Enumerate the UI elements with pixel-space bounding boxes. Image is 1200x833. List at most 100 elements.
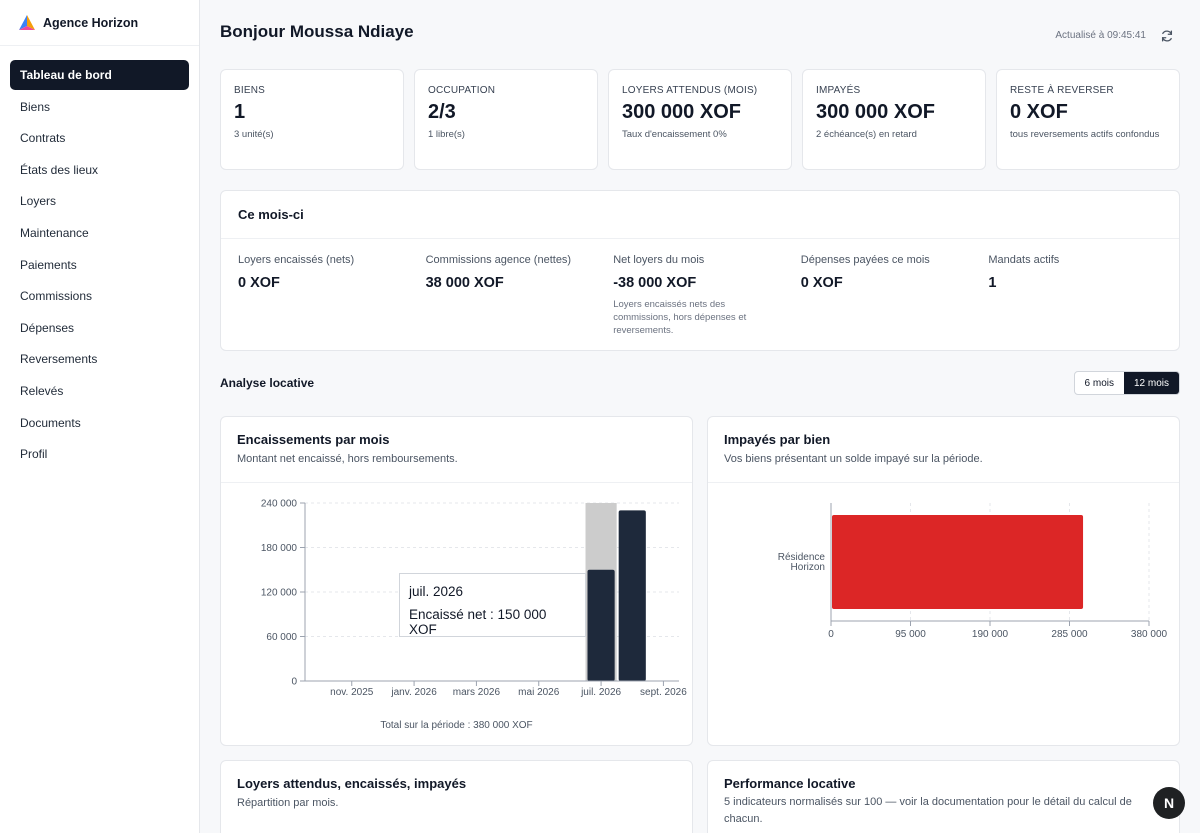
month-summary-card: Ce mois-ci Loyers encaissés (nets) 0 XOF C… [220,190,1180,351]
kpi-label: BIENS [234,85,266,96]
month-stat: Net loyers du mois -38 000 XOF Loyers enca… [613,254,773,337]
loyers-chart-card: Loyers attendus, encaissés, impayés Répa… [220,760,693,833]
analysis-title: Analyse locative [220,376,315,390]
month-stat-value: 1 [988,275,997,291]
y-tick-label: 60 000 [266,632,297,643]
sidebar-item-tableau-de-bord[interactable]: Tableau de bord [10,60,189,90]
month-stat: Mandats actifs 1 [988,254,1059,291]
dev-tools-button[interactable]: N [1153,787,1185,819]
sidebar-item-maintenance[interactable]: Maintenance [20,225,89,240]
x-tick-label: sept. 2026 [640,687,687,698]
tooltip-value: Encaissé net : 150 000 XOF [409,607,547,637]
month-stat: Commissions agence (nettes) 38 000 XOF [426,254,572,291]
kpi-subtext: 3 unité(s) [234,129,274,140]
sidebar-item-commissions[interactable]: Commissions [20,289,93,304]
month-stat-value: 38 000 XOF [425,275,504,291]
month-stat: Dépenses payées ce mois 0 XOF [801,254,930,291]
x-tick-label: mars 2026 [453,687,501,698]
impayes-chart-card: Impayés par bien Vos biens présentant un… [707,416,1180,746]
sidebar-item-contrats[interactable]: Contrats [20,131,66,146]
y-tick-label: 120 000 [261,588,298,599]
month-stat-note: Loyers encaissés nets des commissions, h… [613,299,747,336]
brand-name: Agence Horizon [43,15,139,30]
kpi-value: 0 XOF [1010,101,1068,123]
sidebar-item-paiements[interactable]: Paiements [20,257,77,272]
sidebar: Agence Horizon Tableau de bord Biens Contr… [0,0,200,833]
sidebar-item-depenses[interactable]: Dépenses [20,320,75,335]
performance-chart-subtitle: 5 indicateurs normalisés sur 100 — voir … [724,796,1132,825]
kpi-value: 300 000 XOF [622,101,741,123]
page-title: Bonjour Moussa Ndiaye [220,22,414,41]
kpi-label: IMPAYÉS [816,85,861,96]
kpi-value: 1 [234,101,246,123]
kpi-value: 300 000 XOF [816,101,935,123]
period-total: Total sur la période : 380 000 XOF [380,720,533,731]
month-stat: Loyers encaissés (nets) 0 XOF [238,254,354,291]
kpi-label: LOYERS ATTENDUS (MOIS) [622,85,758,96]
refresh-icon[interactable] [1160,29,1174,43]
kpi-subtext: Taux d'encaissement 0% [622,129,727,140]
x-tick-label: nov. 2025 [330,687,374,698]
period-12-months-button[interactable]: 12 mois [1123,372,1179,394]
kpi-label: OCCUPATION [428,85,496,96]
impayes-chart-subtitle: Vos biens présentant un solde impayé sur… [724,453,983,465]
sidebar-item-reversements[interactable]: Reversements [20,352,98,367]
encaissements-chart-subtitle: Montant net encaissé, hors remboursement… [237,453,458,465]
kpi-card: BIENS 1 3 unité(s) [220,69,404,170]
encaissements-chart-title: Encaissements par mois [237,432,390,447]
month-stat-label: Dépenses payées ce mois [800,254,930,266]
sidebar-item-loyers[interactable]: Loyers [20,194,57,209]
encaissements-bar-chart[interactable]: 0 60 000 120 000 180 000 240 000 nov. 2025 jan… [221,483,692,745]
period-6-months-button[interactable]: 6 mois [1084,377,1114,389]
sidebar-item-profil[interactable]: Profil [20,447,48,462]
sidebar-item-etats-des-lieux[interactable]: États des lieux [20,162,99,177]
x-tick-label: 95 000 [895,629,926,640]
x-tick-label: 0 [828,629,834,640]
x-tick-label: janv. 2026 [390,687,437,698]
x-tick-label: 285 000 [1051,629,1088,640]
kpi-label: RESTE À REVERSER [1010,85,1114,96]
impayes-bar-chart[interactable]: 0 95 000 190 000 285 000 380 000 RésidenceHor… [708,483,1179,745]
month-stat-value: 0 XOF [238,275,280,291]
bar[interactable] [587,569,615,681]
loyers-chart-title: Loyers attendus, encaissés, impayés [237,776,467,791]
kpi-subtext: 1 libre(s) [428,129,465,140]
kpi-card: OCCUPATION 2/3 1 libre(s) [414,69,598,170]
x-tick-label: juil. 2026 [580,687,621,698]
kpi-subtext: tous reversements actifs confondus [1010,129,1160,140]
month-stat-label: Loyers encaissés (nets) [238,254,355,266]
performance-chart-title: Performance locative [724,776,856,791]
kpi-card: LOYERS ATTENDUS (MOIS) 300 000 XOF Taux d'… [608,69,792,170]
encaissements-chart-card: Encaissements par mois Montant net encai… [220,416,693,746]
month-stat-label: Commissions agence (nettes) [425,254,572,266]
category-label: Résidence [778,552,826,563]
loyers-chart-subtitle: Répartition par mois. [237,797,339,809]
sidebar-item-releves[interactable]: Relevés [20,383,64,398]
kpi-card: RESTE À REVERSER 0 XOF tous reversements a… [996,69,1180,170]
brand[interactable]: Agence Horizon [0,0,199,46]
tooltip-title: juil. 2026 [409,584,464,599]
sidebar-item-documents[interactable]: Documents [20,415,81,430]
category-label: Horizon [791,562,825,573]
month-stat-value: 0 XOF [800,275,843,291]
kpi-value: 2/3 [428,101,456,123]
kpi-card: IMPAYÉS 300 000 XOF 2 échéance(s) en retar… [802,69,986,170]
x-tick-label: 380 000 [1131,629,1168,640]
performance-chart-card: Performance locative 5 indicateurs norma… [707,760,1180,833]
chart-tooltip: juil. 2026 Encaissé net : 150 000 XOF [399,573,586,637]
bar[interactable] [618,510,646,681]
month-stat-value: -38 000 XOF [613,275,697,291]
bar[interactable] [832,515,1084,609]
x-tick-label: mai 2026 [518,687,560,698]
month-summary-title: Ce mois-ci [221,191,1179,239]
kpi-subtext: 2 échéance(s) en retard [816,129,917,140]
sidebar-item-biens[interactable]: Biens [20,99,51,114]
last-updated-text: Actualisé à 09:45:41 [1055,30,1146,41]
y-tick-label: 0 [291,677,297,688]
y-tick-label: 180 000 [261,543,298,554]
horizon-logo-icon [19,14,35,30]
sidebar-nav: Tableau de bord Biens Contrats États des li… [0,46,199,485]
month-stat-label: Mandats actifs [988,254,1060,266]
y-tick-label: 240 000 [261,499,298,510]
month-stat-label: Net loyers du mois [613,254,705,266]
